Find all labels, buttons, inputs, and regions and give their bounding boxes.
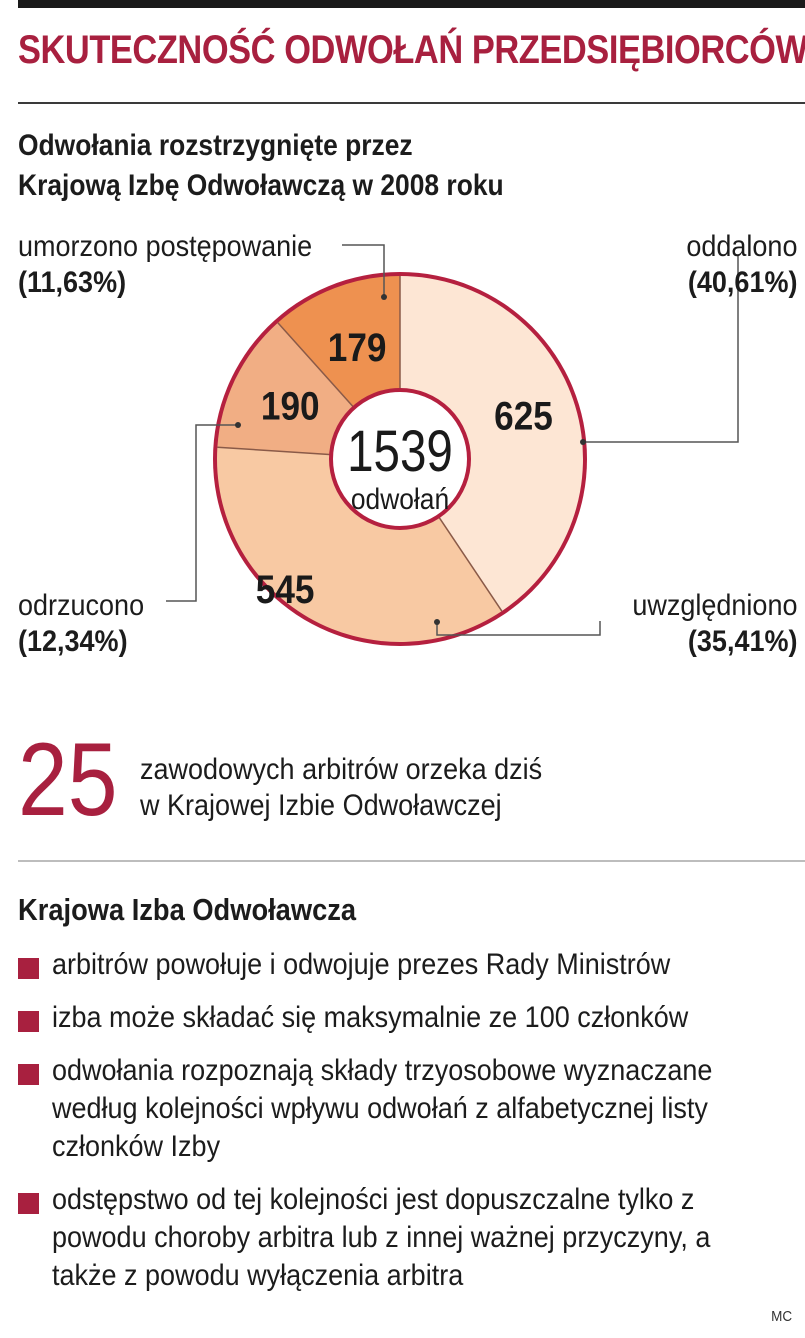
list-item: izba może składać się maksymalnie ze 100… — [18, 999, 805, 1037]
square-bullet-icon — [18, 1064, 39, 1085]
label-uwzglednionio-percent: (35,41%) — [687, 625, 797, 658]
label-oddalono-name: oddalono — [685, 230, 797, 263]
center-total: 1539 — [347, 420, 453, 485]
leader-dot-umorzono — [381, 294, 387, 300]
list-item: odwołania rozpoznają składy trzyosobowe … — [18, 1052, 805, 1166]
leader-oddalono — [583, 255, 739, 443]
label-odrzucono-percent: (12,34%) — [18, 625, 128, 658]
list-item-text: odwołania rozpoznają składy trzyosobowe … — [52, 1054, 713, 1163]
label-odrzucono: odrzucono (12,34%) — [18, 588, 158, 660]
donut-slices — [213, 272, 587, 646]
infographic-title: SKUTECZNOŚĆ ODWOŁAŃ PRZEDSIĘBIORCÓW — [18, 28, 805, 72]
title-divider — [18, 102, 805, 104]
label-umorzono: umorzono postępowanie (11,63%) — [18, 229, 345, 301]
value-uwzglednionio: 545 — [256, 567, 315, 612]
label-oddalono-percent: (40,61%) — [687, 266, 797, 299]
separator-odrzucono — [217, 446, 332, 456]
square-bullet-icon — [18, 1193, 39, 1214]
list-item-text: odstępstwo od tej kolejności jest dopusz… — [52, 1183, 711, 1292]
leader-dot-uwzglednionio — [434, 619, 440, 625]
subtitle-line-1: Odwołania rozstrzygnięte przez — [18, 129, 413, 162]
top-bar — [18, 0, 805, 8]
label-odrzucono-name: odrzucono — [18, 589, 145, 622]
arbiters-description-line-2: w Krajowej Izbie Odwoławczej — [140, 789, 502, 822]
info-title: Krajowa Izba Odwoławcza — [18, 892, 357, 927]
leader-dot-odrzucono — [235, 422, 241, 428]
leader-lines — [166, 244, 739, 636]
list-item: arbitrów powołuje i odwojuje prezes Rady… — [18, 946, 805, 984]
square-bullet-icon — [18, 958, 39, 979]
value-oddalono: 625 — [494, 393, 553, 438]
section-divider — [18, 860, 805, 862]
leader-odrzucono — [166, 424, 238, 602]
center-disc — [329, 388, 471, 530]
label-uwzglednionio: uwzględniono (35,41%) — [614, 588, 797, 660]
value-odrzucono: 190 — [261, 384, 320, 429]
list-item-text: arbitrów powołuje i odwojuje prezes Rady… — [52, 948, 671, 981]
arbiters-count: 25 — [18, 722, 118, 838]
center-label: odwołań — [351, 481, 449, 515]
slice-odrzucono — [217, 322, 354, 455]
slice-uwzglednionio — [216, 447, 502, 642]
leader-dot-oddalono — [580, 439, 586, 445]
leader-uwzglednionio — [436, 621, 601, 636]
leader-umorzono — [342, 244, 385, 297]
arbiters-description-line-1: zawodowych arbitrów orzeka dziś — [140, 753, 543, 786]
subtitle-line-2: Krajową Izbę Odwoławczą w 2008 roku — [18, 169, 504, 202]
arbiters-description: zawodowych arbitrów orzeka dziś w Krajow… — [140, 752, 587, 824]
slice-umorzono — [277, 276, 400, 408]
list-item: odstępstwo od tej kolejności jest dopusz… — [18, 1181, 805, 1295]
info-list: arbitrów powołuje i odwojuje prezes Rady… — [18, 946, 805, 1310]
label-umorzono-name: umorzono postępowanie — [18, 230, 313, 263]
list-item-text: izba może składać się maksymalnie ze 100… — [52, 1001, 689, 1034]
square-bullet-icon — [18, 1011, 39, 1032]
value-umorzono: 179 — [328, 325, 387, 370]
label-oddalono: oddalono (40,61%) — [674, 229, 797, 301]
separator-umorzono — [277, 322, 355, 409]
label-uwzglednionio-name: uwzględniono — [631, 589, 797, 622]
slice-separators — [217, 276, 503, 612]
chart-subtitle: Odwołania rozstrzygnięte przez Krajową I… — [18, 126, 778, 206]
label-umorzono-percent: (11,63%) — [18, 266, 127, 299]
separator-uwzglednionio — [437, 515, 503, 612]
author-credit: MC — [770, 1308, 792, 1325]
